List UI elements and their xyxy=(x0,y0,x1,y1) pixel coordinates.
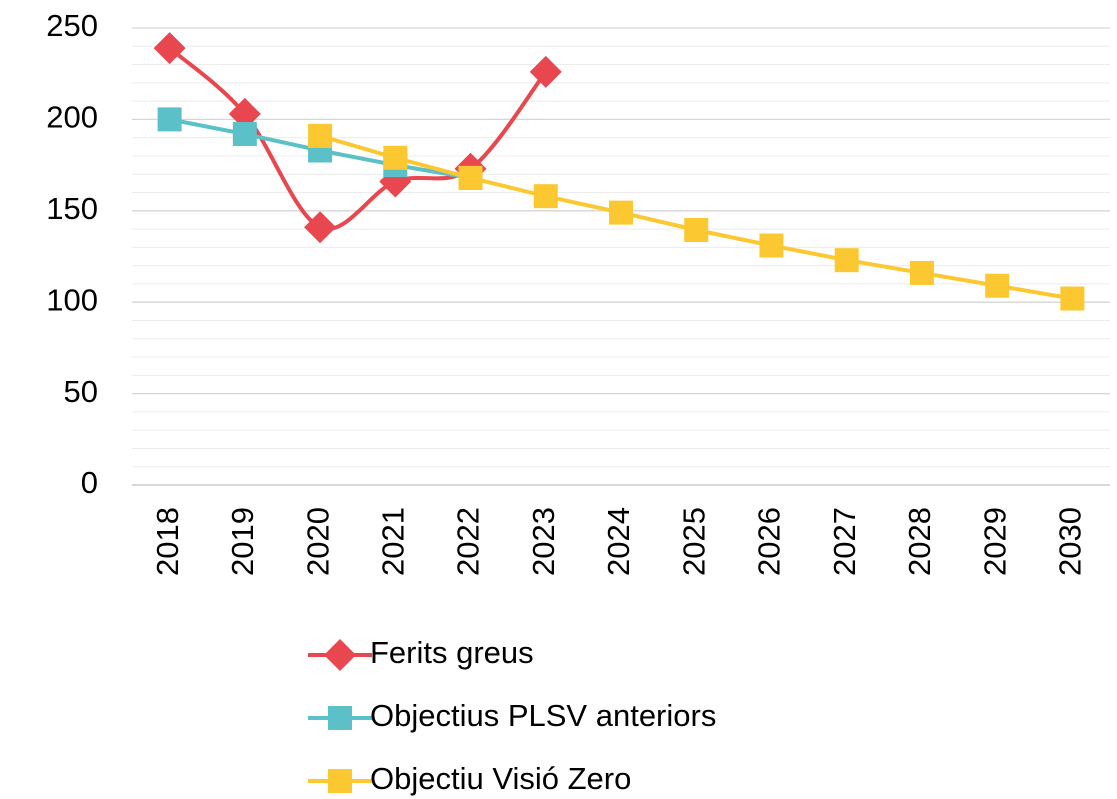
marker xyxy=(324,639,356,671)
y-tick-label: 250 xyxy=(46,8,98,43)
series xyxy=(308,123,1085,311)
x-tick-label: 2028 xyxy=(902,507,937,576)
legend-entry: Ferits greus xyxy=(308,635,534,671)
legend-label: Objectiu Visió Zero xyxy=(370,761,631,796)
marker xyxy=(834,248,859,273)
x-tick-label: 2022 xyxy=(451,507,486,576)
legend-entry: Objectius PLSV anteriors xyxy=(308,698,716,733)
legend-entry: Objectiu Visió Zero xyxy=(308,761,631,796)
x-tick-label: 2029 xyxy=(977,507,1012,576)
marker xyxy=(759,233,784,258)
marker xyxy=(157,107,182,132)
marker xyxy=(232,122,257,147)
x-tick-label: 2026 xyxy=(752,507,787,576)
x-tick-label: 2021 xyxy=(375,507,410,576)
x-tick-label: 2018 xyxy=(150,507,185,576)
x-tick-label: 2027 xyxy=(827,507,862,576)
x-tick-label: 2025 xyxy=(676,507,711,576)
marker xyxy=(308,123,333,148)
x-tick-label: 2030 xyxy=(1053,507,1088,576)
x-tick-label: 2020 xyxy=(300,507,335,576)
y-tick-label: 0 xyxy=(81,465,98,500)
series xyxy=(153,32,562,244)
marker xyxy=(533,184,558,209)
x-tick-label: 2019 xyxy=(225,507,260,576)
y-tick-label: 200 xyxy=(46,100,98,135)
marker xyxy=(153,32,186,65)
y-tick-label: 150 xyxy=(46,191,98,226)
legend-label: Ferits greus xyxy=(370,635,534,670)
marker xyxy=(985,273,1010,298)
marker xyxy=(529,55,562,88)
legend-label: Objectius PLSV anteriors xyxy=(370,698,716,733)
x-tick-label: 2024 xyxy=(601,507,636,576)
marker xyxy=(1060,286,1085,311)
marker xyxy=(228,97,261,130)
line xyxy=(319,133,1073,301)
marker xyxy=(328,706,352,730)
marker xyxy=(328,769,352,793)
line xyxy=(168,46,548,231)
marker xyxy=(684,217,709,242)
marker xyxy=(609,200,633,225)
x-tick-label: 2023 xyxy=(526,507,561,576)
y-tick-label: 100 xyxy=(46,282,98,317)
y-tick-label: 50 xyxy=(64,374,98,409)
marker xyxy=(909,260,934,285)
marker xyxy=(304,211,337,244)
marker xyxy=(383,145,408,170)
marker xyxy=(458,165,483,190)
